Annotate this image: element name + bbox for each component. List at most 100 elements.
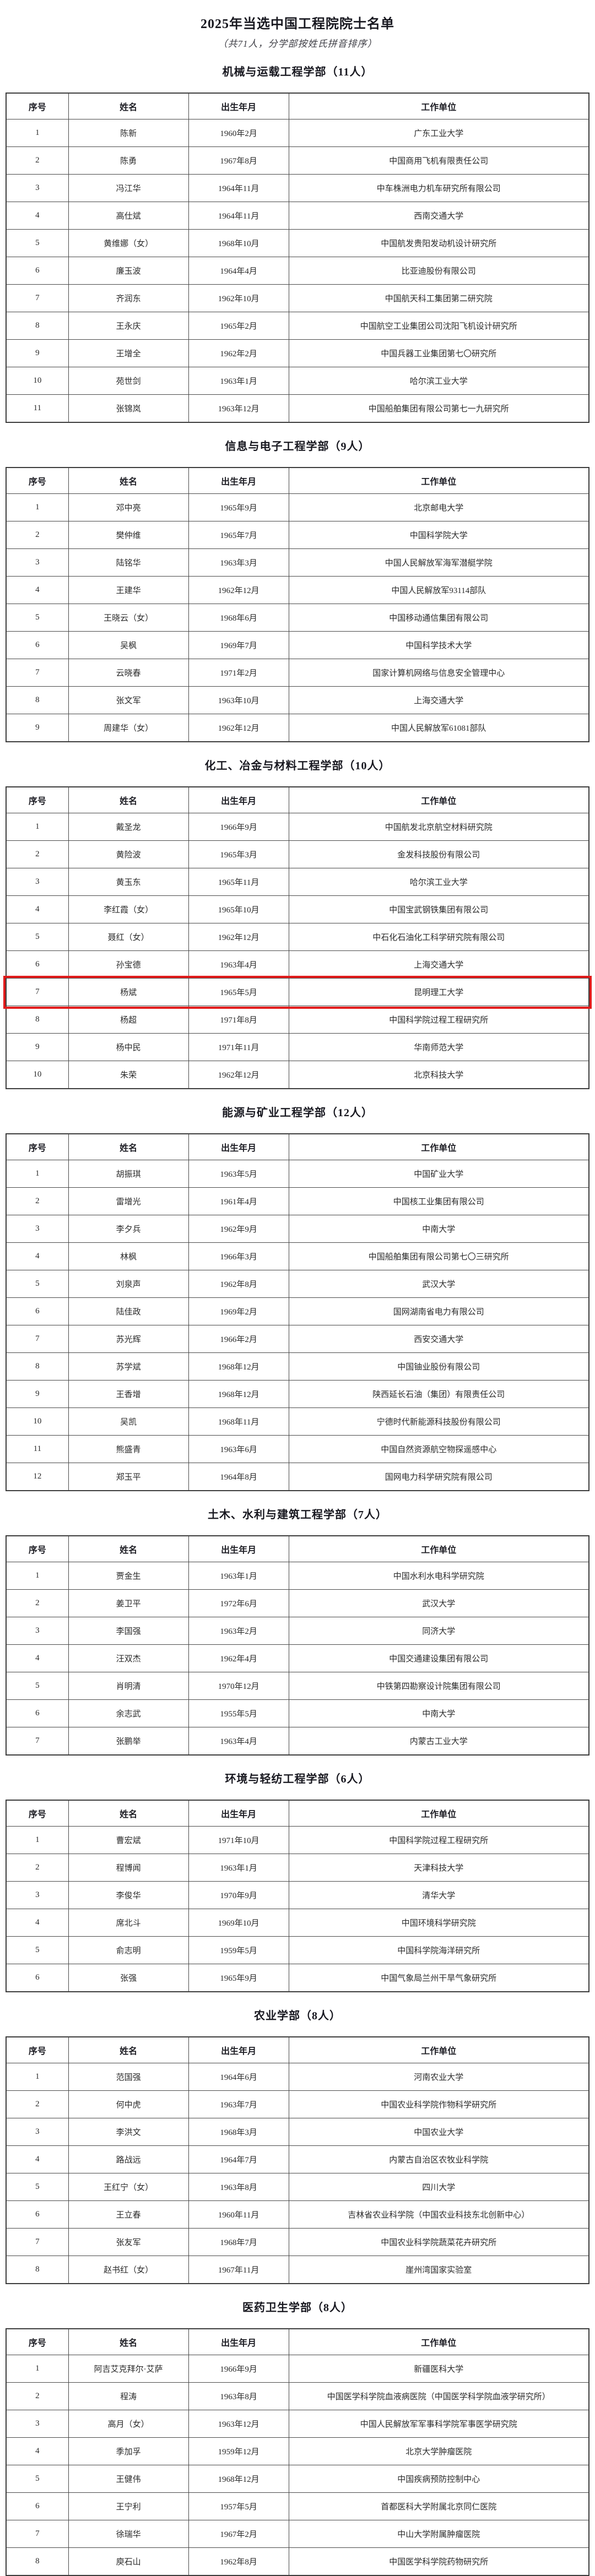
cell-no: 9 xyxy=(6,1033,69,1061)
cell-birth: 1963年1月 xyxy=(188,1854,289,1882)
cell-name: 雷增光 xyxy=(68,1187,189,1215)
table-row: 4 席北斗 1969年10月 中国环境科学研究院 xyxy=(6,1909,589,1937)
cell-no: 10 xyxy=(6,1407,69,1436)
cell-birth: 1960年2月 xyxy=(188,119,289,147)
table-row: 3 李俊华 1970年9月 清华大学 xyxy=(6,1881,589,1909)
cell-name: 程涛 xyxy=(68,2382,189,2410)
section-heading: 医药卫生学部（8人） xyxy=(242,2302,353,2314)
column-header-birth: 出生年月 xyxy=(188,2036,289,2063)
column-header-birth: 出生年月 xyxy=(188,93,289,119)
cell-name: 李俊华 xyxy=(68,1881,189,1909)
cell-name: 云晓春 xyxy=(68,659,189,687)
cell-no: 3 xyxy=(6,2118,69,2146)
cell-birth: 1969年10月 xyxy=(188,1909,289,1937)
cell-no: 4 xyxy=(6,1644,69,1672)
cell-birth: 1962年8月 xyxy=(188,1270,289,1298)
cell-name: 孙宝德 xyxy=(68,950,189,979)
cell-no: 7 xyxy=(6,659,69,687)
cell-birth: 1963年3月 xyxy=(188,548,289,577)
column-header-name: 姓名 xyxy=(68,467,189,494)
cell-birth: 1963年1月 xyxy=(188,367,289,395)
cell-org: 中南大学 xyxy=(288,1215,589,1243)
cell-no: 8 xyxy=(6,312,69,340)
cell-no: 6 xyxy=(6,1964,69,1992)
cell-no: 2 xyxy=(6,521,69,549)
column-header-no: 序号 xyxy=(6,2036,69,2063)
column-header-no: 序号 xyxy=(6,1535,69,1562)
cell-birth: 1964年7月 xyxy=(188,2145,289,2173)
cell-name: 何中虎 xyxy=(68,2090,189,2118)
table-row: 6 陆佳政 1969年2月 国网湖南省电力有限公司 xyxy=(6,1297,589,1325)
cell-org: 新疆医科大学 xyxy=(288,2355,589,2383)
cell-birth: 1967年11月 xyxy=(188,2256,289,2284)
cell-name: 齐润东 xyxy=(68,284,189,312)
cell-birth: 1963年4月 xyxy=(188,950,289,979)
cell-birth: 1965年5月 xyxy=(188,978,289,1006)
cell-org: 内蒙古工业大学 xyxy=(288,1727,589,1756)
table-row: 1 范国强 1964年6月 河南农业大学 xyxy=(6,2063,589,2091)
section-heading: 能源与矿业工程学部（12人） xyxy=(222,1107,373,1119)
column-header-birth: 出生年月 xyxy=(188,786,289,813)
cell-name: 王立春 xyxy=(68,2200,189,2229)
cell-org: 上海交通大学 xyxy=(288,950,589,979)
cell-org: 中国商用飞机有限责任公司 xyxy=(288,146,589,175)
cell-birth: 1967年2月 xyxy=(188,2520,289,2548)
cell-birth: 1963年1月 xyxy=(188,1562,289,1590)
academician-table: 序号 姓名 出生年月 工作单位 1 曹宏斌 1971年10月 中国科学院过程工程研究所 2 程博闻… xyxy=(6,1800,589,1992)
column-header-org: 工作单位 xyxy=(288,467,589,494)
cell-org: 西南交通大学 xyxy=(288,202,589,230)
cell-birth: 1968年12月 xyxy=(188,1352,289,1381)
cell-no: 1 xyxy=(6,2355,69,2383)
cell-org: 哈尔滨工业大学 xyxy=(288,367,589,395)
cell-birth: 1967年8月 xyxy=(188,146,289,175)
table-row: 9 杨中民 1971年11月 华南师范大学 xyxy=(6,1033,589,1061)
cell-org: 中国交通建设集团有限公司 xyxy=(288,1644,589,1672)
cell-birth: 1966年9月 xyxy=(188,813,289,841)
cell-name: 杨超 xyxy=(68,1006,189,1034)
cell-no: 6 xyxy=(6,1699,69,1727)
column-header-birth: 出生年月 xyxy=(188,1133,289,1160)
cell-org: 清华大学 xyxy=(288,1881,589,1909)
cell-birth: 1966年9月 xyxy=(188,2355,289,2383)
academician-table: 序号 姓名 出生年月 工作单位 1 阿吉艾克拜尔·艾萨 1966年9月 新疆医科大学 2 程涛 19… xyxy=(6,2328,589,2576)
table-row: 8 王永庆 1965年2月 中国航空工业集团公司沈阳飞机设计研究所 xyxy=(6,312,589,340)
cell-no: 3 xyxy=(6,1215,69,1243)
column-header-birth: 出生年月 xyxy=(188,2328,289,2355)
cell-name: 余志武 xyxy=(68,1699,189,1727)
cell-name: 林枫 xyxy=(68,1242,189,1270)
table-row: 6 王立春 1960年11月 吉林省农业科学院（中国农业科技东北创新中心） xyxy=(6,2200,589,2229)
table-row: 8 庾石山 1962年8月 中国医学科学院药物研究所 xyxy=(6,2547,589,2576)
cell-org: 中国科学院过程工程研究所 xyxy=(288,1006,589,1034)
cell-no: 1 xyxy=(6,813,69,841)
section-heading: 土木、水利与建筑工程学部（7人） xyxy=(208,1509,387,1521)
cell-org: 中国农业大学 xyxy=(288,2118,589,2146)
table-row: 4 季加孚 1959年12月 北京大学肿瘤医院 xyxy=(6,2437,589,2465)
cell-no: 8 xyxy=(6,2256,69,2284)
cell-name: 刘泉声 xyxy=(68,1270,189,1298)
table-row: 5 聂红（女） 1962年12月 中石化石油化工科学研究院有限公司 xyxy=(6,923,589,951)
table-row: 9 王香增 1968年12月 陕西延长石油（集团）有限责任公司 xyxy=(6,1380,589,1408)
table-row: 9 周建华（女） 1962年12月 中国人民解放军61081部队 xyxy=(6,714,589,742)
column-header-no: 序号 xyxy=(6,1800,69,1827)
section-heading: 环境与轻纺工程学部（6人） xyxy=(225,1773,370,1785)
cell-birth: 1963年12月 xyxy=(188,2410,289,2438)
column-header-org: 工作单位 xyxy=(288,2328,589,2355)
table-row: 5 俞志明 1959年5月 中国科学院海洋研究所 xyxy=(6,1936,589,1964)
cell-no: 2 xyxy=(6,2090,69,2118)
cell-no: 1 xyxy=(6,1562,69,1590)
cell-org: 昆明理工大学 xyxy=(288,978,589,1006)
cell-birth: 1964年6月 xyxy=(188,2063,289,2091)
section-heading: 信息与电子工程学部（9人） xyxy=(225,441,370,453)
cell-org: 天津科技大学 xyxy=(288,1854,589,1882)
table-row: 6 吴枫 1969年7月 中国科学技术大学 xyxy=(6,631,589,659)
cell-org: 崖州湾国家实验室 xyxy=(288,2256,589,2284)
table-row: 4 王建华 1962年12月 中国人民解放军93114部队 xyxy=(6,576,589,604)
cell-org: 北京科技大学 xyxy=(288,1061,589,1089)
cell-birth: 1962年4月 xyxy=(188,1644,289,1672)
table-row: 3 高月（女） 1963年12月 中国人民解放军军事科学院军事医学研究院 xyxy=(6,2410,589,2438)
table-row: 3 陆铭华 1963年3月 中国人民解放军海军潜艇学院 xyxy=(6,548,589,577)
cell-org: 中石化石油化工科学研究院有限公司 xyxy=(288,923,589,951)
column-header-no: 序号 xyxy=(6,2328,69,2355)
cell-no: 5 xyxy=(6,604,69,632)
cell-name: 张锦岚 xyxy=(68,394,189,423)
